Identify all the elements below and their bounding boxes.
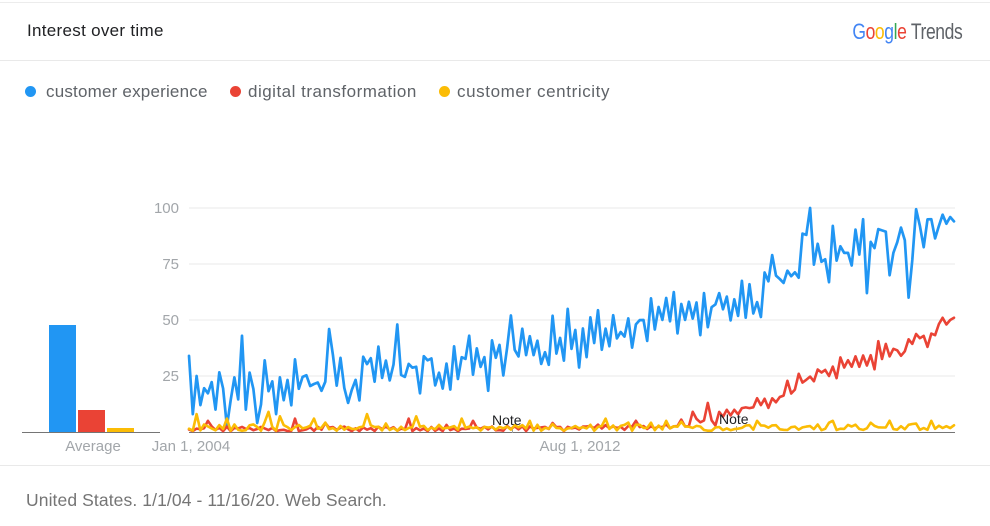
svg-text:Note: Note xyxy=(719,411,749,427)
svg-text:100: 100 xyxy=(154,200,179,217)
svg-text:50: 50 xyxy=(162,312,179,329)
svg-text:Note: Note xyxy=(492,412,522,428)
svg-text:Average: Average xyxy=(65,438,121,455)
svg-text:Jan 1, 2004: Jan 1, 2004 xyxy=(152,438,230,455)
svg-text:Aug 1, 2012: Aug 1, 2012 xyxy=(540,438,621,455)
svg-text:25: 25 xyxy=(162,368,179,385)
svg-text:75: 75 xyxy=(162,256,179,273)
